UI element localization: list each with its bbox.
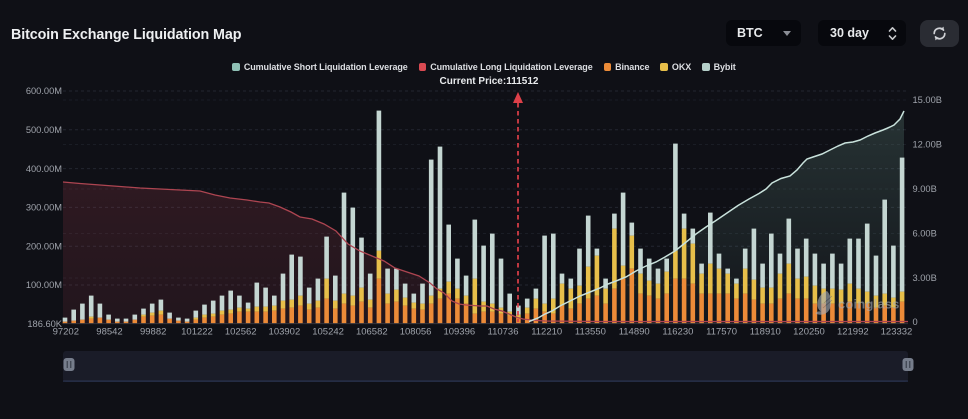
svg-text:106582: 106582 <box>356 327 388 338</box>
svg-text:400.00M: 400.00M <box>26 164 62 174</box>
svg-text:9.00B: 9.00B <box>913 184 937 194</box>
svg-text:coinglass: coinglass <box>838 297 900 312</box>
svg-text:102562: 102562 <box>225 327 257 338</box>
svg-text:15.00B: 15.00B <box>913 95 942 105</box>
svg-text:101222: 101222 <box>181 327 213 338</box>
svg-text:98542: 98542 <box>96 327 122 338</box>
svg-text:105242: 105242 <box>312 327 344 338</box>
svg-text:109396: 109396 <box>443 327 475 338</box>
svg-text:300.00M: 300.00M <box>26 203 62 213</box>
svg-text:3.00B: 3.00B <box>913 273 937 283</box>
svg-text:500.00M: 500.00M <box>26 125 62 135</box>
svg-text:114890: 114890 <box>619 327 650 338</box>
svg-text:110736: 110736 <box>488 327 519 338</box>
svg-text:6.00B: 6.00B <box>913 229 937 239</box>
svg-text:600.00M: 600.00M <box>26 86 62 96</box>
svg-text:117570: 117570 <box>706 327 737 338</box>
svg-text:113550: 113550 <box>575 327 606 338</box>
svg-text:108056: 108056 <box>400 327 432 338</box>
svg-text:118910: 118910 <box>750 327 781 338</box>
svg-text:120250: 120250 <box>793 327 825 338</box>
svg-text:116230: 116230 <box>662 327 693 338</box>
svg-text:186.60K: 186.60K <box>27 319 62 329</box>
svg-text:200.00M: 200.00M <box>26 241 62 251</box>
svg-text:100.00M: 100.00M <box>26 280 62 290</box>
svg-text:121992: 121992 <box>837 327 869 338</box>
svg-text:0: 0 <box>913 317 918 327</box>
svg-text:112210: 112210 <box>531 327 562 338</box>
svg-text:99882: 99882 <box>140 327 166 338</box>
svg-text:12.00B: 12.00B <box>913 140 942 150</box>
svg-text:123332: 123332 <box>881 327 913 338</box>
svg-text:97202: 97202 <box>53 327 79 338</box>
svg-text:103902: 103902 <box>269 327 301 338</box>
